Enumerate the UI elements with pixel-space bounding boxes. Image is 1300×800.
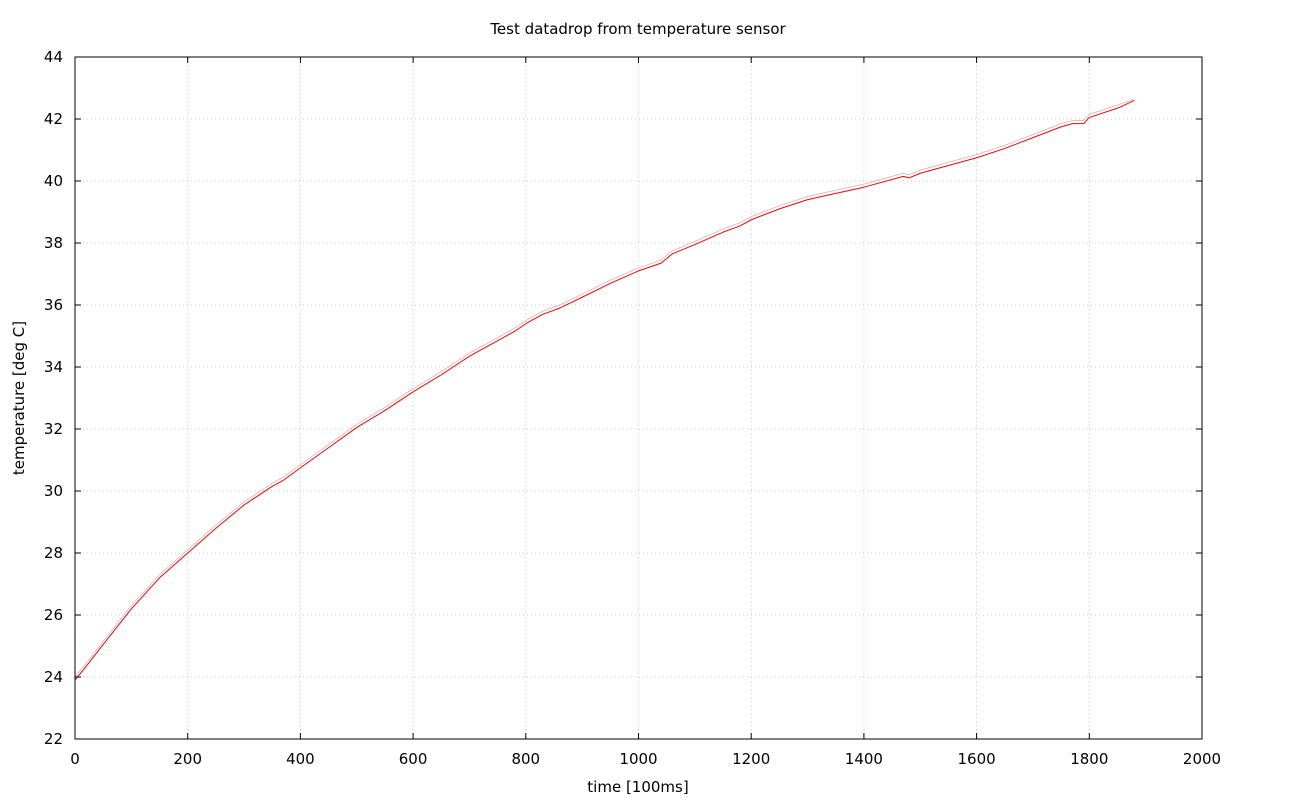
y-tick-label: 44	[44, 48, 63, 66]
y-tick-label: 24	[44, 668, 63, 686]
x-tick-label: 1200	[732, 750, 770, 768]
y-tick-label: 38	[44, 234, 63, 252]
y-tick-label: 36	[44, 296, 63, 314]
x-tick-label: 600	[399, 750, 428, 768]
x-tick-label: 1000	[619, 750, 657, 768]
y-tick-label: 22	[44, 730, 63, 748]
grid	[75, 57, 1202, 739]
series-line-1	[74, 98, 1135, 678]
x-tick-label: 800	[511, 750, 540, 768]
y-tick-label: 30	[44, 482, 63, 500]
y-tick-label: 40	[44, 172, 63, 190]
x-tick-label: 2000	[1183, 750, 1221, 768]
x-tick-label: 1800	[1070, 750, 1108, 768]
x-tick-label: 1600	[958, 750, 996, 768]
tick-labels: 0 200 400 600 800 1000 1200 1400 1600 1800 2000 22 2…	[44, 48, 1221, 768]
y-tick-label: 42	[44, 110, 63, 128]
x-axis-label: time [100ms]	[587, 778, 688, 796]
y-tick-label: 34	[44, 358, 63, 376]
x-tick-label: 1400	[845, 750, 883, 768]
series-line-2	[74, 99, 1135, 681]
chart-title: Test datadrop from temperature sensor	[489, 20, 786, 38]
y-tick-label: 28	[44, 544, 63, 562]
y-tick-label: 32	[44, 420, 63, 438]
y-tick-label: 26	[44, 606, 63, 624]
x-tick-label: 200	[173, 750, 202, 768]
y-axis-label: temperature [deg C]	[10, 321, 28, 475]
axis-ticks	[74, 56, 1203, 740]
series-lines	[74, 98, 1135, 681]
x-tick-label: 400	[286, 750, 315, 768]
x-tick-label: 0	[70, 750, 80, 768]
